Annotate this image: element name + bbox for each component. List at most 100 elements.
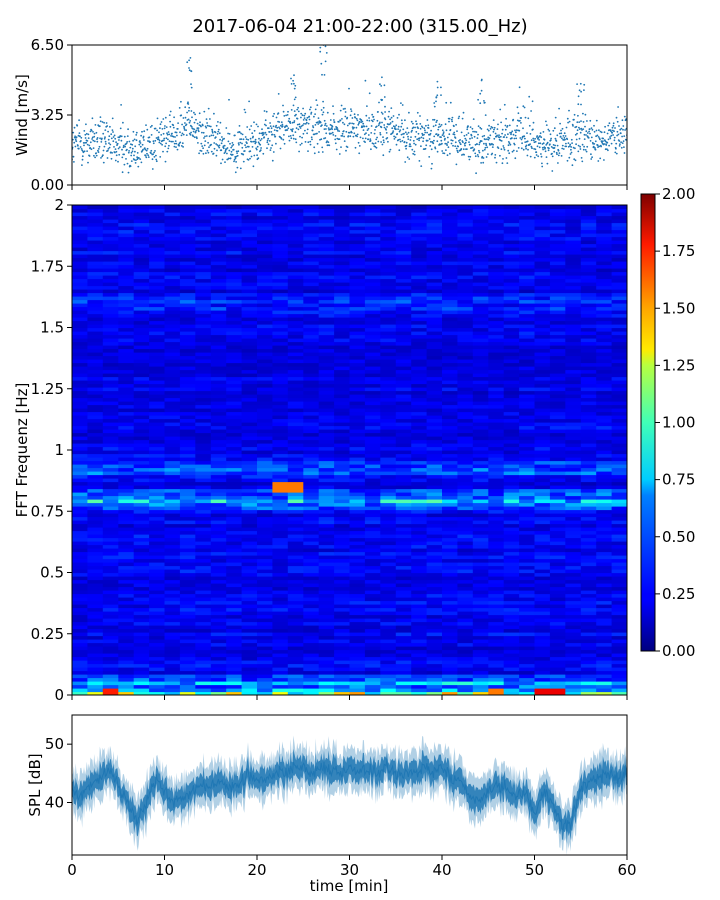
spectrogram-cell bbox=[580, 681, 597, 686]
wind-point bbox=[430, 129, 432, 132]
spectrogram-cell bbox=[596, 628, 613, 633]
spectrogram-cell bbox=[395, 460, 412, 465]
wind-point bbox=[192, 135, 195, 138]
wind-point bbox=[435, 121, 438, 123]
spectrogram-cell bbox=[179, 390, 196, 395]
wind-point bbox=[104, 140, 107, 143]
wind-point bbox=[551, 152, 553, 155]
wind-point bbox=[262, 152, 265, 155]
spectrogram-cell bbox=[334, 607, 351, 612]
spectrogram-cell bbox=[364, 453, 381, 458]
wind-point bbox=[298, 123, 301, 126]
wind-point bbox=[252, 135, 255, 138]
spectrogram-cell bbox=[334, 471, 351, 476]
wind-point bbox=[178, 144, 181, 147]
wind-point bbox=[538, 139, 540, 141]
wind-point bbox=[112, 136, 115, 138]
spectrogram-cell bbox=[364, 527, 381, 532]
spectrogram-cell bbox=[72, 635, 88, 640]
spectrogram-cell bbox=[426, 611, 443, 616]
spectrogram-cell bbox=[442, 534, 458, 539]
spectrogram-cell bbox=[364, 432, 381, 437]
spectrogram-cell bbox=[488, 499, 505, 504]
wind-point bbox=[300, 112, 303, 115]
spectrogram-cell bbox=[318, 548, 335, 553]
spectrogram-cell bbox=[457, 478, 474, 483]
spectrogram-cell bbox=[349, 688, 366, 693]
wind-point bbox=[537, 142, 540, 145]
spectrogram-cell bbox=[596, 457, 613, 462]
spectrogram-cell bbox=[87, 607, 104, 612]
wind-point bbox=[514, 129, 516, 132]
spectrogram-cell bbox=[580, 478, 597, 483]
spectrogram-cell bbox=[210, 586, 227, 591]
spectrogram-cell bbox=[118, 520, 135, 525]
wind-point bbox=[221, 158, 224, 161]
spectrogram-cell bbox=[287, 411, 304, 416]
spectrogram-cell bbox=[272, 415, 289, 420]
spectrogram-cell bbox=[303, 544, 320, 549]
spectrogram-cell bbox=[488, 642, 505, 647]
spectrogram-cell bbox=[272, 586, 289, 591]
spectrogram-cell bbox=[442, 642, 458, 647]
spectrogram-cell bbox=[503, 506, 520, 511]
spectrogram-cell bbox=[549, 660, 566, 665]
wind-point bbox=[568, 109, 570, 112]
spectrogram-cell bbox=[364, 572, 381, 577]
spectrogram-cell bbox=[118, 499, 135, 504]
wind-point bbox=[83, 150, 86, 153]
spectrogram-cell bbox=[580, 527, 597, 532]
wind-point bbox=[574, 133, 577, 136]
wind-point bbox=[316, 104, 319, 106]
spectrogram-cell bbox=[287, 681, 304, 686]
wind-point bbox=[444, 142, 447, 145]
spectrogram-cell bbox=[395, 681, 412, 686]
wind-point bbox=[210, 150, 213, 153]
wind-point bbox=[503, 147, 505, 149]
wind-point bbox=[236, 154, 239, 157]
wind-point bbox=[376, 136, 378, 139]
wind-point bbox=[304, 112, 307, 115]
spectrogram-cell bbox=[102, 509, 119, 514]
spectrogram-cell bbox=[287, 474, 304, 479]
spectrogram-cell bbox=[241, 565, 258, 570]
spectrogram-cell bbox=[411, 544, 428, 549]
spectrogram-cell bbox=[287, 586, 304, 591]
spectrogram-cell bbox=[611, 520, 627, 525]
spectrogram-cell bbox=[164, 492, 181, 497]
spectrogram-cell bbox=[488, 436, 505, 441]
spectrogram-cell bbox=[179, 408, 196, 413]
spectrogram-cell bbox=[442, 439, 458, 444]
spectrogram-cell bbox=[442, 401, 458, 406]
spectrogram-cell bbox=[565, 600, 582, 605]
spectrogram-cell bbox=[133, 579, 150, 584]
spectrogram-cell bbox=[87, 492, 104, 497]
wind-point bbox=[401, 104, 404, 106]
spectrogram-cell bbox=[380, 660, 397, 665]
spectrogram-cell bbox=[395, 632, 412, 637]
spectrogram-cell bbox=[472, 544, 489, 549]
spectrogram-cell bbox=[179, 523, 196, 528]
spectrogram-cell bbox=[272, 425, 289, 430]
spectrogram-cell bbox=[272, 646, 289, 651]
spectrogram-cell bbox=[395, 628, 412, 633]
spectrogram-cell bbox=[133, 509, 150, 514]
wind-point bbox=[162, 132, 165, 135]
spectrogram-cell bbox=[596, 583, 613, 588]
spectrogram-cell bbox=[257, 660, 273, 665]
wind-point bbox=[379, 132, 382, 134]
wind-point bbox=[263, 123, 266, 126]
wind-point bbox=[622, 140, 625, 143]
spectrogram-cell bbox=[503, 667, 520, 672]
spectrogram-cell bbox=[241, 422, 258, 427]
spectrogram-cell bbox=[257, 492, 273, 497]
wind-point bbox=[104, 136, 106, 139]
spectrogram-cell bbox=[72, 579, 88, 584]
wind-point bbox=[86, 143, 89, 146]
spectrogram-cell bbox=[102, 551, 119, 556]
spectrogram-cell bbox=[72, 404, 88, 409]
spectrogram-cell bbox=[519, 523, 536, 528]
spectrogram-cell bbox=[472, 551, 489, 556]
wind-point bbox=[465, 139, 468, 142]
spectrogram-cell bbox=[241, 663, 258, 668]
